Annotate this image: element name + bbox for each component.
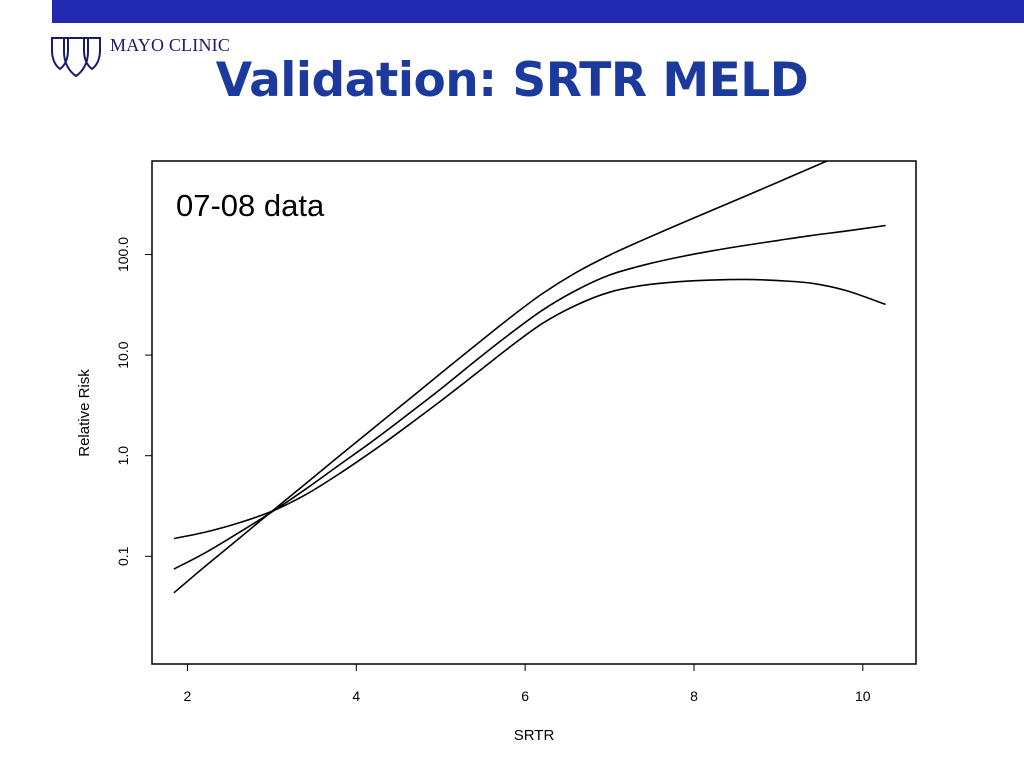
x-axis: 2 4 6 8 10 [184, 664, 871, 704]
x-tick-label: 6 [521, 688, 529, 704]
series-lines [173, 161, 886, 594]
logo-text: MAYO CLINIC [110, 35, 231, 55]
estimate-line [173, 224, 886, 570]
x-tick-label: 8 [690, 688, 698, 704]
y-tick-label: 0.1 [115, 546, 131, 566]
x-tick-label: 10 [855, 688, 871, 704]
x-axis-label: SRTR [514, 727, 555, 744]
upper-bound-line [173, 161, 830, 594]
x-tick-label: 4 [352, 688, 360, 704]
y-axis: 0.1 1.0 10.0 100.0 [115, 237, 152, 566]
slide-title: Validation: SRTR MELD [215, 53, 809, 108]
y-tick-label: 1.0 [115, 446, 131, 466]
chart-annotation: 07-08 data [176, 188, 325, 223]
three-shields-icon [51, 37, 101, 78]
mayo-clinic-logo: MAYO CLINIC [50, 34, 230, 80]
top-banner-bar [52, 0, 1024, 23]
x-tick-label: 2 [184, 688, 192, 704]
lower-bound-line [173, 278, 886, 540]
y-tick-label: 10.0 [115, 341, 131, 368]
y-tick-label: 100.0 [115, 237, 131, 272]
plot-frame [151, 160, 917, 665]
y-axis-label: Relative Risk [76, 369, 93, 457]
